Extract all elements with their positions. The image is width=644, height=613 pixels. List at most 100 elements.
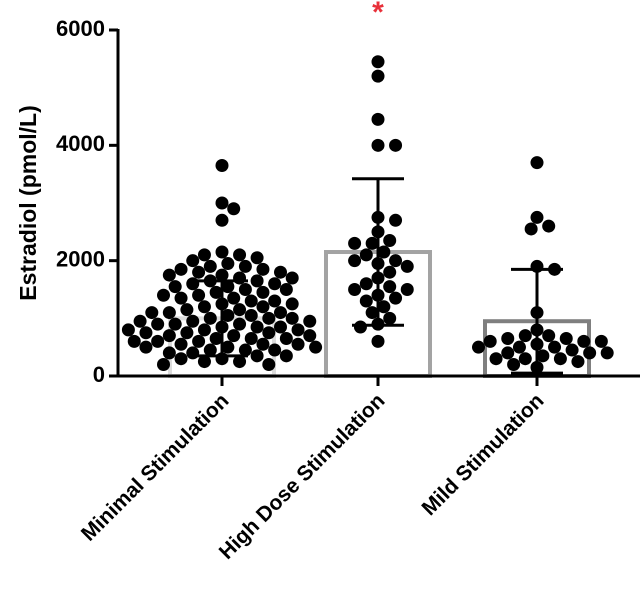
- data-point: [371, 112, 385, 126]
- data-point: [577, 334, 591, 348]
- error-bar: [511, 267, 563, 375]
- data-point: [221, 308, 235, 322]
- data-point: [400, 283, 414, 296]
- data-point: [348, 283, 362, 296]
- significance-marker: *: [372, 0, 384, 29]
- data-point: [221, 280, 235, 294]
- data-point: [209, 332, 223, 346]
- data-point: [244, 332, 258, 346]
- data-point: [274, 306, 287, 320]
- data-point: [203, 259, 217, 273]
- data-point: [227, 202, 241, 216]
- data-point: [348, 254, 362, 268]
- data-point: [139, 340, 153, 354]
- data-point: [291, 323, 305, 337]
- data-point: [507, 357, 521, 371]
- data-point: [483, 334, 497, 348]
- data-point: [221, 257, 235, 271]
- data-point: [221, 340, 235, 354]
- data-point: [197, 323, 211, 337]
- data-point: [365, 306, 379, 320]
- data-point: [262, 326, 276, 340]
- data-point: [359, 294, 373, 308]
- data-point: [186, 254, 200, 268]
- data-point: [250, 274, 264, 288]
- data-point: [168, 317, 182, 331]
- data-point: [174, 262, 188, 276]
- data-point: [518, 329, 532, 343]
- data-point: [285, 311, 299, 325]
- data-point: [542, 329, 556, 343]
- data-point: [389, 291, 403, 305]
- data-point: [256, 337, 270, 351]
- data-point: [244, 308, 258, 322]
- data-point: [227, 329, 241, 343]
- data-point: [279, 332, 293, 346]
- data-point: [268, 343, 282, 357]
- data-point: [215, 245, 229, 259]
- data-point: [274, 320, 287, 334]
- data-point: [256, 285, 270, 299]
- data-point: [359, 248, 373, 262]
- data-point: [215, 196, 229, 210]
- data-point: [371, 334, 385, 348]
- data-point: [279, 349, 293, 363]
- data-point: [174, 337, 188, 351]
- data-point: [203, 311, 217, 325]
- data-point: [274, 265, 287, 279]
- y-tick-label: 4000: [56, 131, 105, 156]
- y-tick-label: 6000: [56, 16, 105, 41]
- data-point: [377, 245, 391, 259]
- data-point: [174, 352, 188, 366]
- data-point: [244, 294, 258, 308]
- data-point: [530, 210, 544, 224]
- data-point: [371, 138, 385, 152]
- data-point: [389, 138, 403, 152]
- data-point: [256, 262, 270, 276]
- data-point: [197, 355, 211, 369]
- data-point: [571, 355, 585, 369]
- data-point: [512, 340, 526, 354]
- data-point: [162, 329, 176, 343]
- data-point: [383, 280, 397, 294]
- data-point: [180, 303, 194, 317]
- data-point: [197, 248, 211, 262]
- data-point: [121, 323, 135, 337]
- data-point: [186, 277, 200, 291]
- data-point: [542, 219, 556, 233]
- data-point: [186, 314, 200, 328]
- data-point: [151, 334, 165, 348]
- y-tick-label: 2000: [56, 246, 105, 271]
- data-point: [227, 291, 241, 305]
- data-point: [192, 288, 206, 302]
- data-point: [215, 213, 229, 227]
- data-point: [365, 236, 379, 250]
- data-point: [389, 254, 403, 268]
- x-tick-label: Mild Stimulation: [418, 389, 549, 520]
- data-point: [285, 271, 299, 285]
- data-point: [383, 233, 397, 247]
- data-point: [157, 357, 170, 371]
- x-tick-label: High Dose Stimulation: [215, 389, 390, 564]
- data-point: [524, 222, 538, 236]
- data-point: [233, 248, 247, 262]
- data-point: [359, 277, 373, 291]
- data-point: [233, 303, 247, 317]
- data-point: [256, 300, 270, 314]
- data-point: [501, 346, 515, 360]
- data-point: [268, 294, 282, 308]
- x-tick-label: Minimal Stimulation: [77, 389, 234, 546]
- data-point: [553, 352, 567, 366]
- data-point: [472, 340, 485, 354]
- data-point: [250, 349, 264, 363]
- data-point: [262, 311, 276, 325]
- data-point: [530, 156, 544, 170]
- data-point: [400, 259, 414, 273]
- data-point: [353, 320, 367, 334]
- data-point: [291, 337, 305, 351]
- data-point: [233, 271, 247, 285]
- error-bar: [196, 279, 248, 358]
- data-point: [559, 332, 573, 346]
- data-point: [600, 346, 614, 360]
